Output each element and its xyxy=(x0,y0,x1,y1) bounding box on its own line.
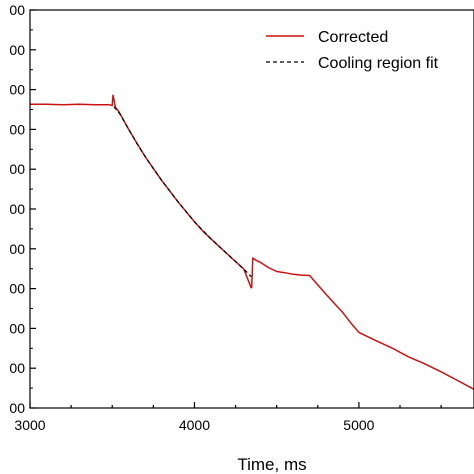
y-tick-label: 00 xyxy=(9,241,25,257)
y-tick-label: 00 xyxy=(9,201,25,217)
x-axis-tick-labels: 3000 4000 5000 xyxy=(14,417,374,433)
legend-label-corrected: Corrected xyxy=(318,29,388,46)
y-tick-label: 00 xyxy=(9,360,25,376)
x-tick-label: 3000 xyxy=(14,417,45,433)
y-tick-label: 00 xyxy=(9,121,25,137)
legend-label-cooling-fit: Cooling region fit xyxy=(318,55,439,72)
legend: Corrected Cooling region fit xyxy=(266,29,439,72)
y-tick-label: 00 xyxy=(9,400,25,416)
y-tick-label: 00 xyxy=(9,320,25,336)
x-axis-ticks xyxy=(29,402,442,408)
series-lines xyxy=(30,94,474,390)
y-tick-label: 00 xyxy=(9,281,25,297)
y-tick-label: 00 xyxy=(9,2,25,18)
x-tick-label: 4000 xyxy=(179,417,210,433)
y-axis-ticks xyxy=(30,9,36,409)
y-tick-label: 00 xyxy=(9,42,25,58)
series-line-corrected xyxy=(30,94,474,390)
plot-frame xyxy=(29,9,474,409)
y-axis-tick-labels: 00 00 00 00 00 00 00 00 00 00 00 xyxy=(9,2,25,416)
x-tick-label: 5000 xyxy=(343,417,374,433)
y-tick-label: 00 xyxy=(9,161,25,177)
y-tick-label: 00 xyxy=(9,82,25,98)
series-line-cooling-fit xyxy=(113,106,252,278)
x-axis-title: Time, ms xyxy=(237,455,306,474)
